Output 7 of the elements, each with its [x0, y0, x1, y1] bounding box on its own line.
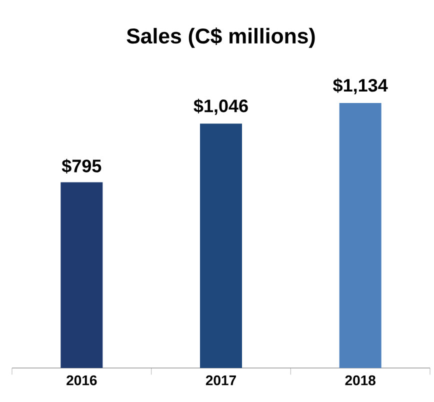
chart-title: Sales (C$ millions): [126, 28, 315, 48]
x-tick-label: 2018: [345, 375, 376, 386]
x-tick-label: 2016: [66, 375, 97, 386]
data-label: $1,134: [333, 78, 388, 94]
x-tick-label: 2017: [206, 375, 236, 386]
data-label: $1,046: [194, 98, 248, 115]
data-label: $795: [62, 158, 102, 174]
